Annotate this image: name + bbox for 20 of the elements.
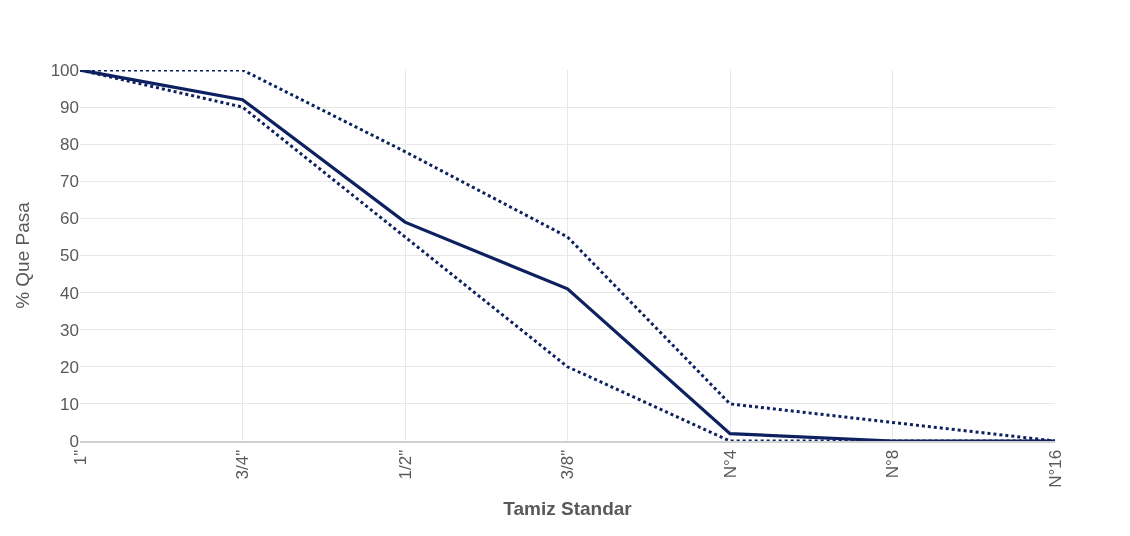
y-tick-label: 40 <box>60 283 79 303</box>
x-tick-label: N°4 <box>720 449 740 479</box>
x-tick-label: N°8 <box>883 449 903 479</box>
y-tick-label: 10 <box>60 394 79 414</box>
x-axis-title: Tamiz Standar <box>503 498 633 520</box>
y-tick-label: 0 <box>69 431 79 451</box>
y-tick-label: 50 <box>60 246 79 266</box>
y-tick-label: 90 <box>60 98 79 118</box>
x-tick-label: N°16 <box>1045 449 1065 488</box>
x-tick-label: 3/8" <box>558 449 578 480</box>
y-tick-label: 20 <box>60 357 79 377</box>
y-tick-label: 80 <box>60 135 79 155</box>
x-tick-label: 1/2" <box>395 449 415 480</box>
y-tick-label: 60 <box>60 209 79 229</box>
y-tick-label: 30 <box>60 320 79 340</box>
x-tick-label: 3/4" <box>233 449 253 480</box>
y-tick-label: 70 <box>60 172 79 192</box>
x-tick-label: 1" <box>70 449 90 466</box>
y-axis-title: % Que Pasa <box>12 201 34 309</box>
y-tick-label: 100 <box>50 60 79 80</box>
